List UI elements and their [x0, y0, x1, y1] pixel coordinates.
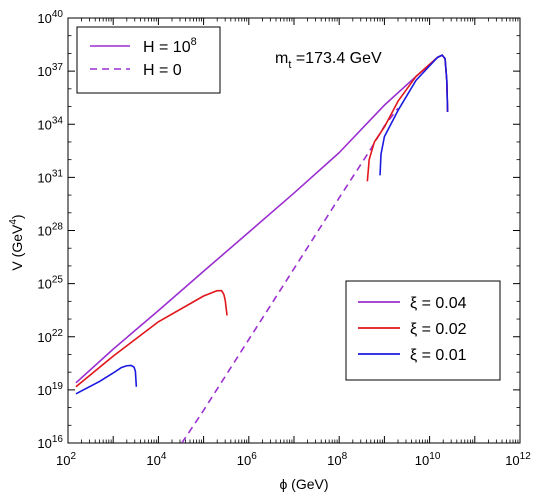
y-tick-exp: 37: [52, 62, 64, 73]
y-tick-label: 1016: [37, 434, 63, 451]
y-tick-exp: 25: [52, 275, 64, 286]
legend-xi-label: ξ = 0.02: [410, 321, 467, 338]
y-tick-label: 1028: [37, 222, 63, 239]
y-tick-base: 10: [37, 64, 51, 79]
legend-style: H = 108 H = 0: [76, 26, 221, 94]
y-tick-base: 10: [37, 436, 51, 451]
y-tick-exp: 34: [52, 115, 64, 126]
ticks-layer: [67, 17, 521, 444]
x-tick-label: 108: [327, 451, 347, 468]
x-tick-exp: 2: [70, 451, 76, 462]
x-tick-base: 10: [415, 453, 429, 468]
y-axis-title-sup: 4: [8, 219, 19, 225]
legend-xi-label: ξ = 0.04: [410, 295, 467, 312]
y-tick-label: 1037: [37, 62, 63, 79]
x-tick-label: 104: [146, 451, 166, 468]
legend-style-label-text: H = 10: [143, 39, 191, 56]
x-tick-label: 1010: [415, 451, 441, 468]
y-tick-exp: 40: [52, 9, 64, 20]
y-tick-base: 10: [37, 170, 51, 185]
x-tick-exp: 4: [161, 451, 167, 462]
x-tick-base: 10: [56, 453, 70, 468]
x-tick-label: 102: [56, 451, 76, 468]
legend-style-box: [76, 26, 221, 94]
series-layer: [75, 54, 449, 443]
x-tick-base: 10: [237, 453, 251, 468]
mass-annotation-sub: t: [288, 59, 291, 71]
y-tick-label: 1019: [37, 381, 63, 398]
y-tick-label: 1031: [37, 168, 63, 185]
x-axis-title: ϕ (GeV): [279, 476, 328, 492]
series-line-xi001-H1e8: [75, 364, 138, 395]
y-tick-label: 1040: [37, 9, 63, 26]
series-line-xi004-H0: [181, 107, 399, 443]
legend-xi-label: ξ = 0.01: [410, 347, 467, 364]
series-line-xi002-H1e8: [75, 289, 228, 388]
y-tick-base: 10: [37, 11, 51, 26]
legend-xi: ξ = 0.04 ξ = 0.02 ξ = 0.01: [345, 280, 501, 381]
y-tick-label: 1025: [37, 275, 63, 292]
y-axis-title-main: V (GeV: [9, 224, 25, 271]
y-axis-title-close: ): [9, 214, 25, 219]
mass-annotation-rest: =173.4 GeV: [291, 50, 382, 67]
y-axis-title-group: V (GeV4): [8, 214, 25, 270]
x-tick-label: 1012: [505, 451, 531, 468]
mass-annotation: mt =173.4 GeV: [275, 50, 382, 71]
legend-style-label-sup: 8: [191, 36, 197, 48]
y-tick-exp: 19: [52, 381, 64, 392]
x-tick-base: 10: [327, 453, 341, 468]
x-tick-base: 10: [505, 453, 519, 468]
y-tick-label: 1022: [37, 328, 63, 345]
y-tick-exp: 28: [52, 222, 64, 233]
legend-style-label-text: H = 0: [143, 62, 182, 79]
mass-annotation-main: m: [275, 50, 288, 67]
legend-style-label: H = 108: [143, 36, 197, 56]
legend-style-label: H = 0: [143, 62, 182, 79]
series-line-xi001-H0: [379, 54, 449, 176]
legend-xi-box: [345, 280, 501, 381]
x-tick-base: 10: [146, 453, 160, 468]
series-line-xi002-H0: [366, 54, 449, 182]
x-tick-exp: 10: [429, 451, 441, 462]
legend-layer: H = 108 H = 0 ξ = 0.04 ξ = 0.02 ξ = 0.01: [76, 26, 501, 381]
x-tick-exp: 12: [520, 451, 532, 462]
y-tick-base: 10: [37, 277, 51, 292]
y-tick-exp: 16: [52, 434, 64, 445]
y-tick-exp: 31: [52, 168, 64, 179]
x-tick-exp: 6: [251, 451, 257, 462]
labels-layer: 102 104 106 108 1010 101210161019102210251028…: [8, 9, 531, 492]
y-tick-base: 10: [37, 224, 51, 239]
y-axis-title: V (GeV4): [8, 214, 25, 270]
y-tick-base: 10: [37, 383, 51, 398]
y-tick-base: 10: [37, 330, 51, 345]
x-tick-exp: 8: [342, 451, 348, 462]
y-tick-label: 1034: [37, 115, 63, 132]
series-group: [75, 54, 449, 443]
y-tick-base: 10: [37, 117, 51, 132]
y-tick-exp: 22: [52, 328, 64, 339]
x-tick-label: 106: [237, 451, 257, 468]
